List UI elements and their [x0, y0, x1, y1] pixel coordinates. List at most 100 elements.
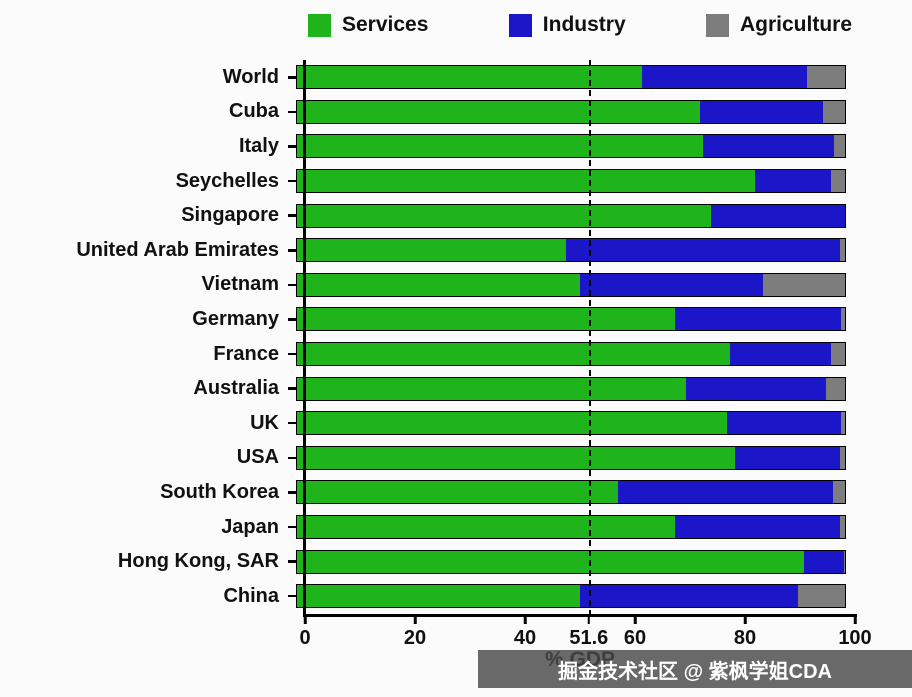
agriculture-segment [823, 100, 845, 123]
legend: Services Industry Agriculture [308, 13, 852, 37]
category-label: Germany [192, 307, 279, 330]
y-tick [288, 110, 296, 114]
services-segment [297, 343, 730, 366]
industry-segment [735, 446, 840, 469]
x-tick [743, 616, 747, 624]
category-label: South Korea [160, 480, 279, 503]
y-tick [288, 525, 296, 529]
agriculture-segment [839, 516, 845, 539]
stacked-bar [296, 342, 846, 367]
x-tick-label: 0 [299, 627, 311, 649]
services-segment [297, 239, 566, 262]
agriculture-segment [806, 66, 845, 89]
services-segment [297, 273, 580, 296]
bar-row: Cuba [0, 95, 912, 130]
y-tick [288, 594, 296, 598]
y-tick [288, 76, 296, 79]
stacked-bar [296, 134, 846, 159]
stacked-bar [296, 376, 846, 401]
services-segment [297, 412, 728, 435]
industry-segment [642, 66, 807, 89]
stacked-bar [296, 169, 846, 194]
bar-row: Japan [0, 510, 912, 545]
x-tick-label: 40 [513, 627, 537, 649]
industry-segment [699, 100, 824, 123]
category-label: Singapore [181, 204, 279, 227]
y-axis-line [303, 60, 306, 616]
category-label: Vietnam [201, 273, 279, 296]
bar-row: Seychelles [0, 164, 912, 199]
industry-segment [686, 377, 826, 400]
industry-segment [727, 412, 842, 435]
agriculture-segment [832, 481, 845, 504]
legend-label-services: Services [342, 13, 429, 36]
industry-segment [710, 204, 845, 227]
x-tick-label: 20 [403, 627, 427, 649]
y-tick [288, 283, 296, 287]
agriculture-segment [839, 239, 845, 262]
bar-row: World [0, 60, 912, 95]
agriculture-segment [798, 585, 845, 608]
x-axis-line [303, 614, 857, 617]
industry-segment [803, 550, 845, 573]
x-tick [853, 616, 857, 624]
agriculture-segment [762, 273, 845, 296]
x-tick-label: 60 [623, 627, 647, 649]
agriculture-segment [839, 446, 845, 469]
stacked-bar [296, 411, 846, 436]
category-label: World [222, 65, 279, 88]
category-label: Seychelles [175, 169, 279, 192]
stacked-bar [296, 65, 846, 90]
agriculture-swatch-icon [705, 13, 729, 37]
industry-segment [579, 585, 799, 608]
y-tick [288, 387, 296, 390]
stacked-bar [296, 238, 846, 263]
bar-row: Singapore [0, 198, 912, 233]
bar-row: Germany [0, 302, 912, 337]
y-tick [288, 214, 296, 217]
services-segment [297, 170, 755, 193]
agriculture-segment [841, 308, 845, 331]
services-segment [297, 100, 700, 123]
x-tick [587, 616, 591, 624]
services-segment [297, 585, 580, 608]
bar-row: Italy [0, 129, 912, 164]
x-tick-label: 100 [838, 627, 872, 649]
services-segment [297, 481, 618, 504]
industry-segment [729, 343, 832, 366]
x-tick-label: 80 [733, 627, 757, 649]
stacked-bar [296, 480, 846, 505]
stacked-bar [296, 99, 846, 124]
industry-segment [702, 135, 835, 158]
bar-row: Hong Kong, SAR [0, 544, 912, 579]
bar-row: China [0, 579, 912, 614]
watermark: 掘金技术社区 @ 紫枫学姐CDA [478, 650, 912, 688]
bar-row: United Arab Emirates [0, 233, 912, 268]
agriculture-segment [831, 170, 845, 193]
x-axis: 0 20 40 51.6 60 80 100 [299, 616, 872, 656]
industry-segment [675, 308, 842, 331]
category-label: Italy [238, 134, 279, 157]
bar-row: France [0, 337, 912, 372]
y-tick [288, 352, 296, 356]
category-label: Cuba [229, 100, 279, 123]
services-segment [297, 308, 676, 331]
industry-swatch-icon [508, 13, 532, 37]
category-label: Japan [221, 515, 279, 538]
x-tick [633, 616, 637, 624]
stacked-bar [296, 515, 846, 540]
industry-segment [565, 239, 840, 262]
x-tick [523, 616, 527, 624]
agriculture-segment [844, 550, 845, 573]
legend-item-services: Services [308, 13, 428, 37]
legend-item-industry: Industry [508, 13, 626, 37]
services-segment [297, 446, 736, 469]
category-label: USA [236, 446, 279, 469]
agriculture-segment [831, 343, 845, 366]
y-tick [288, 249, 296, 252]
y-tick [288, 456, 296, 460]
stacked-bar [296, 445, 846, 470]
y-tick [288, 318, 296, 321]
industry-segment [579, 273, 763, 296]
